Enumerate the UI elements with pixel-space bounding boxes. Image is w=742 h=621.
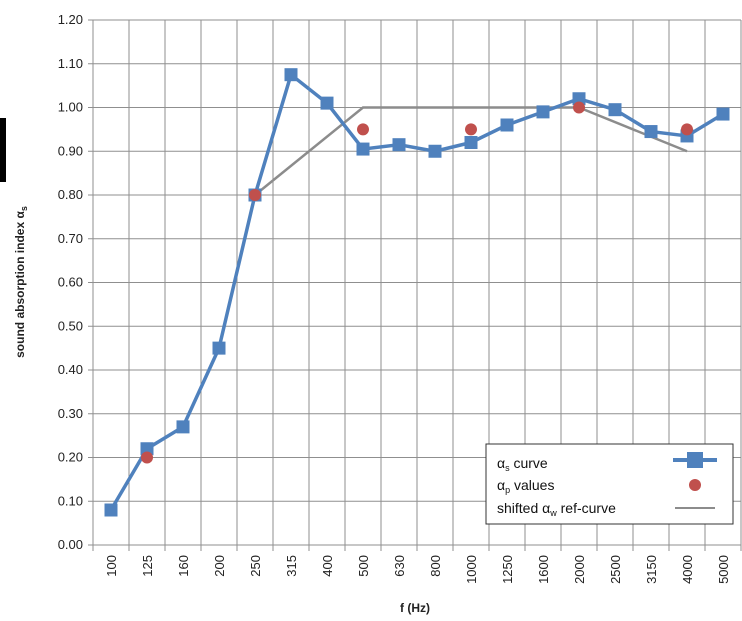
y-tick-label: 1.20 bbox=[58, 12, 83, 27]
alpha-s-marker bbox=[644, 125, 658, 139]
y-axis-title-alpha: α bbox=[13, 211, 27, 219]
alpha-s-marker bbox=[320, 96, 334, 110]
alpha-p-marker bbox=[573, 101, 585, 114]
y-tick-label: 0.20 bbox=[58, 450, 83, 465]
y-axis-title-sub: s bbox=[19, 206, 29, 211]
alpha-s-marker bbox=[536, 105, 550, 119]
alpha-s-marker bbox=[716, 107, 730, 121]
black-marker-bar bbox=[0, 118, 6, 182]
y-tick-label: 0.10 bbox=[58, 493, 83, 508]
alpha-s-marker bbox=[284, 68, 298, 82]
alpha-s-marker bbox=[104, 503, 118, 517]
x-tick-label: 400 bbox=[320, 555, 335, 577]
alpha-s-marker bbox=[212, 341, 226, 355]
alpha-p-marker bbox=[357, 123, 369, 136]
alpha-p-marker bbox=[681, 123, 693, 136]
alpha-s-marker bbox=[608, 103, 622, 117]
x-axis-ticks: 100 125 160 200 250 315 400 500 630 800 1000 1250 16… bbox=[104, 555, 731, 584]
alpha-s-marker bbox=[572, 92, 586, 106]
x-tick-label: 630 bbox=[392, 555, 407, 577]
y-tick-label: 0.00 bbox=[58, 537, 83, 552]
y-tick-label: 0.80 bbox=[58, 187, 83, 202]
y-tick-label: 1.10 bbox=[58, 56, 83, 71]
y-axis-ticks: 0.00 0.10 0.20 0.30 0.40 0.50 0.60 0.70 0.80 0.90… bbox=[58, 12, 83, 552]
y-axis-title-text: sound absorption index bbox=[13, 219, 27, 358]
y-axis-title: sound absorption index αs bbox=[13, 206, 29, 358]
alpha-s-marker bbox=[392, 138, 406, 152]
x-tick-label: 5000 bbox=[716, 555, 731, 584]
legend: αs curve αp values shifted αw ref-curve bbox=[485, 443, 734, 525]
x-tick-label: 2500 bbox=[608, 555, 623, 584]
legend-label-alpha-s: αs curve bbox=[497, 455, 548, 473]
y-tick-label: 1.00 bbox=[58, 100, 83, 115]
y-tick-label: 0.60 bbox=[58, 275, 83, 290]
x-tick-label: 315 bbox=[284, 555, 299, 577]
x-axis-title: f (Hz) bbox=[400, 601, 430, 615]
alpha-s-marker bbox=[356, 142, 370, 156]
y-tick-label: 0.50 bbox=[58, 318, 83, 333]
x-tick-label: 250 bbox=[248, 555, 263, 577]
x-tick-label: 4000 bbox=[680, 555, 695, 584]
alpha-p-marker bbox=[249, 189, 261, 201]
alpha-s-marker bbox=[140, 442, 154, 456]
x-tick-label: 160 bbox=[176, 555, 191, 577]
y-tick-label: 0.30 bbox=[58, 406, 83, 421]
legend-label-alpha-p: αp values bbox=[497, 477, 554, 495]
x-tick-label: 125 bbox=[140, 555, 155, 577]
x-tick-label: 100 bbox=[104, 555, 119, 577]
y-tick-label: 0.90 bbox=[58, 143, 83, 158]
x-tick-label: 200 bbox=[212, 555, 227, 577]
alpha-s-marker bbox=[500, 118, 514, 132]
alpha-p-series bbox=[141, 101, 693, 464]
ref-curve-series bbox=[254, 106, 688, 196]
alpha-s-marker bbox=[464, 136, 478, 149]
x-tick-label: 800 bbox=[428, 555, 443, 577]
x-tick-label: 1000 bbox=[464, 555, 479, 584]
x-tick-label: 2000 bbox=[572, 555, 587, 584]
alpha-s-marker bbox=[176, 420, 190, 434]
y-tick-label: 0.70 bbox=[58, 231, 83, 246]
x-tick-label: 1250 bbox=[500, 555, 515, 584]
ref-curve-line bbox=[254, 106, 688, 196]
x-tick-label: 3150 bbox=[644, 555, 659, 584]
x-tick-label: 500 bbox=[356, 555, 371, 577]
alpha-p-marker bbox=[141, 451, 153, 464]
alpha-p-marker bbox=[465, 123, 477, 136]
y-tick-label: 0.40 bbox=[58, 362, 83, 377]
legend-swatch-alpha-s-marker bbox=[687, 452, 703, 468]
x-tick-label: 1600 bbox=[536, 555, 551, 584]
legend-label-ref-curve: shifted αw ref-curve bbox=[497, 500, 616, 518]
alpha-s-marker bbox=[428, 144, 442, 158]
legend-swatch-alpha-p-marker bbox=[689, 479, 701, 491]
